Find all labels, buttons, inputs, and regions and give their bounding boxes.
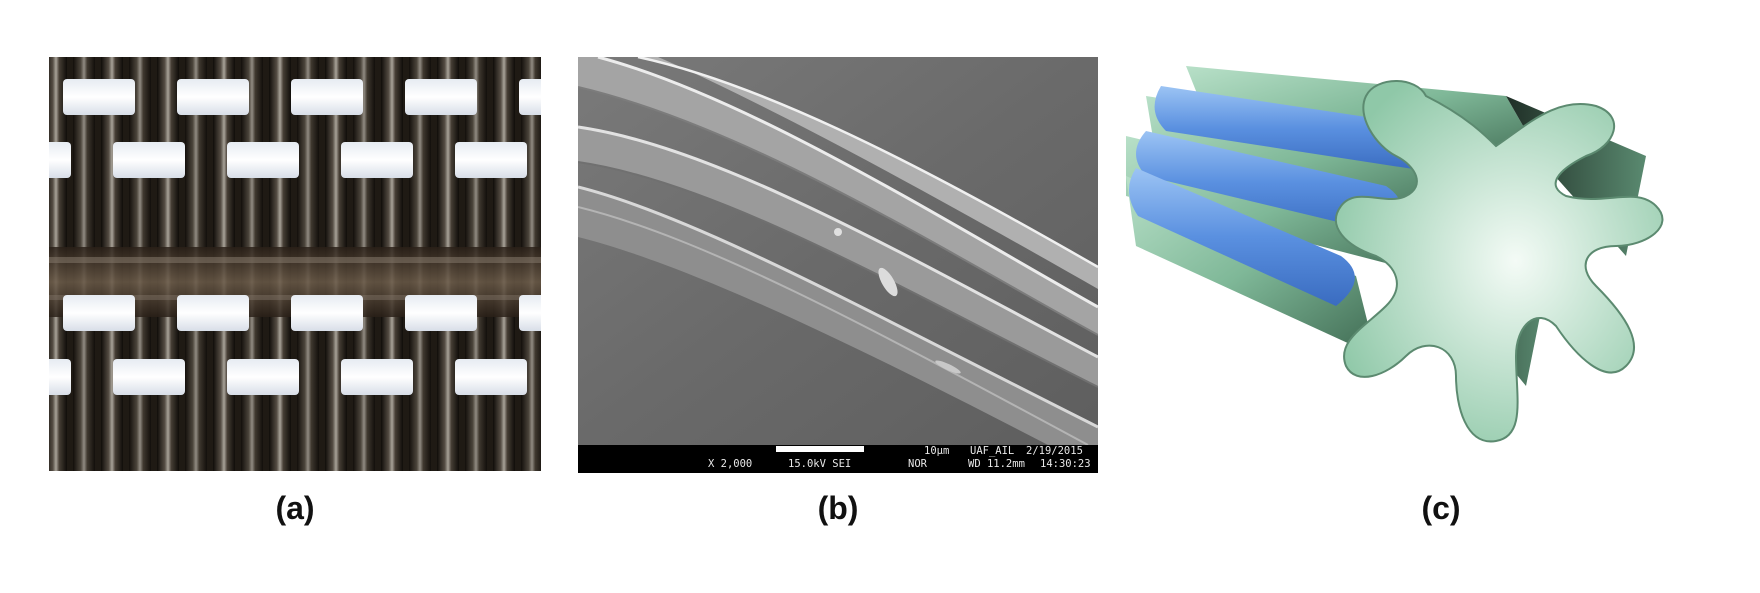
woven-fabric-illustration [49, 57, 541, 471]
sem-voltage-label: 15.0kV SEI [788, 458, 852, 470]
sem-scale-label: 10µm [924, 445, 950, 457]
sem-micrograph: 10µm UAF_AIL 2/19/2015 X 2,000 15.0kV SE… [578, 57, 1098, 473]
sem-lab-label: UAF_AIL [970, 445, 1015, 457]
caption-c: (c) [1421, 490, 1461, 526]
scale-bar [776, 446, 864, 452]
sem-date-label: 2/19/2015 [1026, 445, 1083, 457]
caption-b: (b) [817, 490, 859, 526]
shaped-fiber-illustration [1126, 66, 1664, 443]
caption-a: (a) [275, 490, 315, 526]
sem-info-bar: 10µm UAF_AIL 2/19/2015 X 2,000 15.0kV SE… [578, 445, 1098, 473]
woven-fabric-photo [49, 57, 541, 471]
sem-magnification-label: X 2,000 [708, 458, 753, 470]
sem-mode-label: NOR [908, 458, 927, 470]
sem-time-label: 14:30:23 [1040, 458, 1091, 470]
sem-fibers-illustration [578, 57, 1098, 445]
sem-working-distance-label: WD 11.2mm [968, 458, 1025, 470]
shaped-fiber-rendering [1126, 56, 1756, 478]
